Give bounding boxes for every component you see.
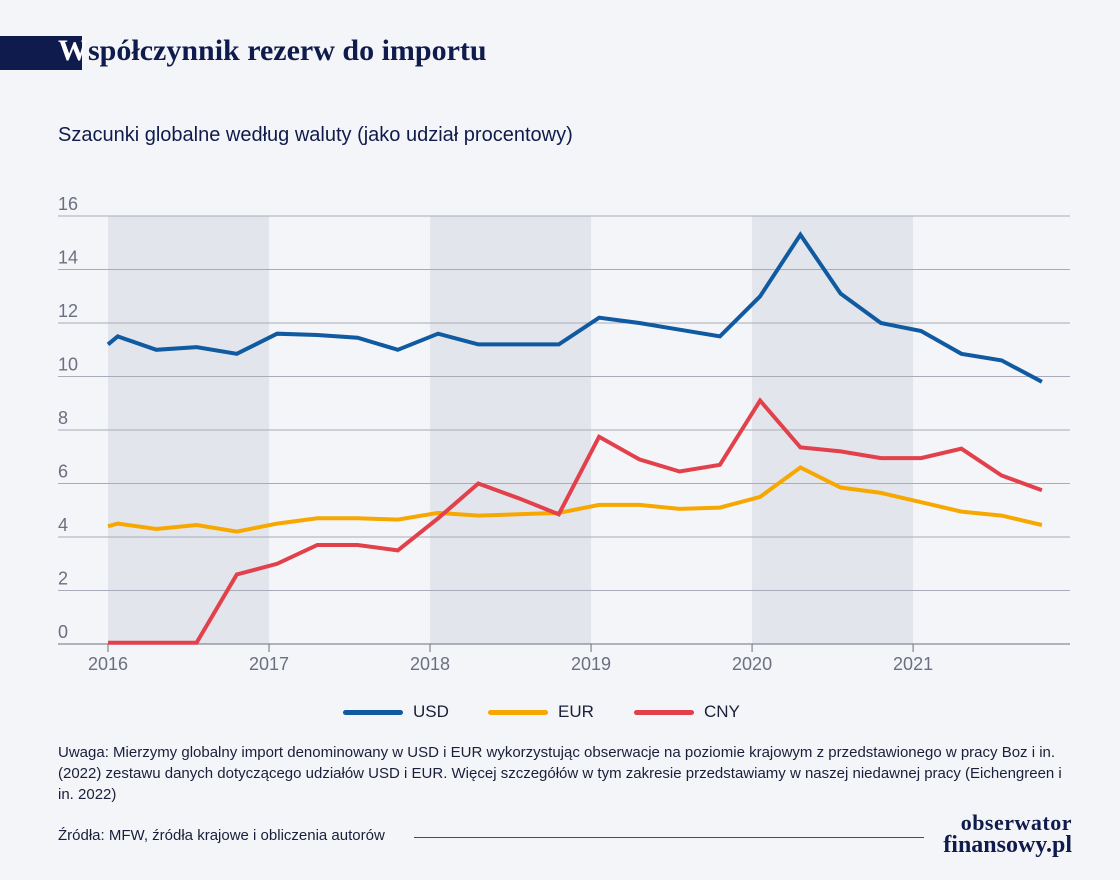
legend-item-eur: EUR — [488, 700, 594, 724]
y-tick-label: 8 — [58, 408, 68, 428]
title-accent-bar — [0, 36, 82, 70]
legend-swatch-cny — [634, 709, 694, 715]
legend-item-usd: USD — [343, 700, 449, 724]
chart-title: Współczynnik rezerw do importu — [58, 34, 487, 68]
legend-swatch-eur — [488, 709, 548, 715]
y-tick-label: 2 — [58, 569, 68, 589]
x-tick-label: 2016 — [88, 654, 128, 674]
logo-line-top: obserwator — [960, 810, 1072, 835]
x-tick-label: 2017 — [249, 654, 289, 674]
legend-item-cny: CNY — [634, 700, 740, 724]
logo-line-bottom: finansowy.pl — [943, 832, 1072, 858]
y-tick-label: 16 — [58, 194, 78, 214]
line-chart: 0 2 4 6 8 10 12 14 16 2016 2017 2018 2019 2020 2021 — [58, 194, 1070, 674]
chart-subtitle: Szacunki globalne według waluty (jako ud… — [58, 124, 573, 146]
y-tick-label: 12 — [58, 301, 78, 321]
y-tick-label: 14 — [58, 248, 78, 268]
x-tick-label: 2018 — [410, 654, 450, 674]
y-tick-label: 10 — [58, 355, 78, 375]
legend-label-cny: CNY — [704, 702, 740, 721]
y-tick-label: 6 — [58, 462, 68, 482]
chart-source: Źródła: MFW, źródła krajowe i obliczenia… — [58, 827, 385, 844]
publisher-logo: obserwator finansowy.pl — [943, 810, 1072, 858]
legend-label-usd: USD — [413, 702, 449, 721]
chart-note: Uwaga: Mierzymy globalny import denomino… — [58, 744, 1062, 803]
y-tick-label: 0 — [58, 622, 68, 642]
source-divider — [414, 837, 924, 838]
series-line-cny — [108, 397, 1043, 645]
x-tick-label: 2020 — [732, 654, 772, 674]
chart-legend: USD EUR CNY — [0, 700, 1120, 724]
series-line-usd — [106, 231, 1043, 384]
chart-title-text: spółczynnik rezerw do importu — [88, 34, 487, 67]
x-tick-label: 2021 — [893, 654, 933, 674]
chart-title-initial: W — [58, 34, 88, 67]
legend-swatch-usd — [343, 709, 403, 715]
y-tick-label: 4 — [58, 515, 68, 535]
legend-label-eur: EUR — [558, 702, 594, 721]
x-tick-label: 2019 — [571, 654, 611, 674]
